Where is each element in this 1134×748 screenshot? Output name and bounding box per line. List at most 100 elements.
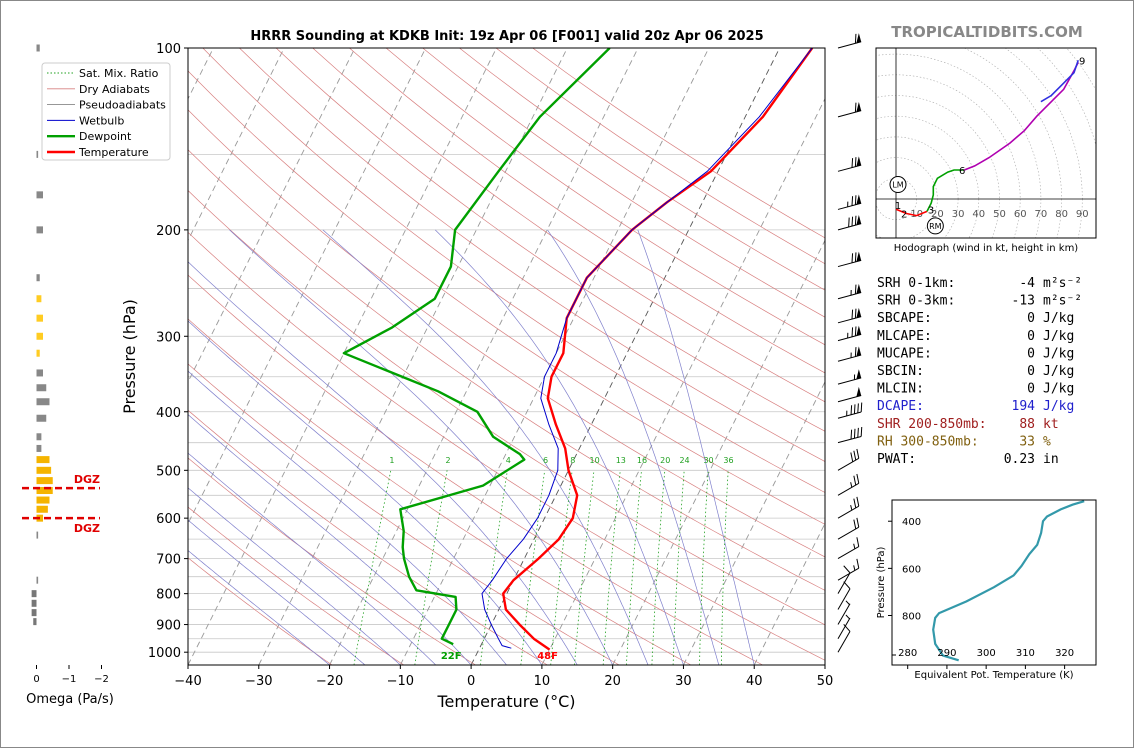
barb-flag [856,194,862,205]
isotherm-line [188,48,356,383]
mixing-ratio-line [414,470,448,665]
surface-temperature-f-label: 48F [537,651,558,662]
dry-adiabat-line [202,48,825,493]
barb-staff [837,457,860,471]
index-label: DCAPE: [877,399,924,414]
dry-adiabat-line [188,274,763,665]
wind-barb [837,517,860,540]
hodo-height-label: 1 [895,201,901,212]
wind-barb [837,448,860,471]
y-tick-label: 800 [156,588,181,603]
mixing-ratio-label: 16 [637,456,647,465]
omega-bar [31,599,37,607]
index-value: 0 [1027,364,1035,379]
wind-barb [837,558,860,581]
index-unit: m²s⁻² [1043,294,1082,309]
wind-barb [837,426,863,444]
freezing-isotherm [470,48,781,665]
barb-full [856,448,860,459]
barb-flag [856,307,862,318]
legend-entry: Wetbulb [79,114,124,127]
theta-e-y-tick-label: 600 [902,564,921,575]
barb-full [857,427,859,438]
index-value: 33 [1019,434,1035,449]
wind-barb [837,402,863,419]
barb-full [851,196,854,206]
isotherm-line [541,97,825,665]
omega-tick-label: 0 [33,674,39,685]
omega-bar [36,444,42,452]
x-tick-label: 30 [675,674,692,689]
hodo-rm-label: RM [929,222,942,231]
hodo-lm-label: LM [892,181,903,190]
pseudoadiabat-line [637,229,755,665]
barb-staff [837,617,851,639]
surface-dewpoint-f-label: 22F [441,651,462,662]
y-tick-label: 200 [156,224,181,239]
index-value: 194 [1012,399,1036,414]
hodo-ring-label: 10 [910,209,923,220]
index-unit: J/kg [1043,311,1074,326]
theta-e-profile [932,500,1085,662]
dry-adiabat-line [349,48,825,374]
legend-entry: Dewpoint [79,130,132,143]
omega-bar [36,505,48,513]
barb-flag [856,325,862,336]
index-label: SBCIN: [877,364,924,379]
hodo-lm-marker [889,176,907,194]
barb-half [853,565,856,571]
pseudoadiabat-line [188,519,366,665]
omega-bar [36,226,43,234]
pseudoadiabat-line [322,229,649,665]
barb-full [851,309,854,320]
y-tick-label: 300 [156,330,181,345]
omega-bar [36,496,50,504]
wind-barb [837,33,862,49]
isotherm-line [188,48,427,525]
barb-full [854,102,857,113]
isotherm-line [188,48,285,242]
barb-full [853,519,857,530]
hodo-height-label: 2 [901,209,907,220]
wind-barb [837,537,860,560]
wind-barb [837,214,862,231]
mixing-ratio-line [520,470,546,665]
x-tick-label: 50 [817,674,834,689]
dry-adiabat-line [188,318,692,665]
index-label: MUCAPE: [877,346,932,361]
mixing-ratio-label: 13 [616,456,626,465]
legend-entry: Dry Adiabats [79,83,150,96]
isotherm-line [612,239,825,665]
dry-adiabat-line [188,506,405,665]
pseudoadiabat-line [188,487,401,665]
x-tick-label: −30 [245,674,272,689]
dry-adiabat-line [188,190,825,626]
barb-full [851,216,854,227]
mixing-ratio-label: 20 [660,456,670,465]
mixing-ratio-label: 30 [703,456,713,465]
wind-barb [837,369,862,385]
index-value: 0 [1027,311,1035,326]
index-label: SHR 200-850mb: [877,417,987,432]
hodo-height-label: 6 [959,166,965,177]
dry-adiabat-line [385,48,825,346]
dgz-label-top: DGZ [74,473,100,486]
dry-adiabat-line [188,409,548,665]
index-value: 0 [1027,346,1035,361]
barb-full [843,623,851,632]
omega-bar [36,433,42,441]
pseudoadiabat-line [547,229,720,665]
dewpoint-profile [342,48,611,646]
isotherm-line [258,48,568,665]
hodo-caption: Hodograph (wind in kt, height in km) [894,243,1079,254]
y-tick-label: 900 [156,619,181,634]
y-tick-label: 700 [156,553,181,568]
barb-flag [856,386,862,397]
barb-full [848,217,850,228]
barb-staff [837,526,860,540]
hodo-inner: 10 20 30 40 50 60 70 80 90 12 3 6 9 LM RM [876,48,1096,238]
omega-bar [36,349,40,357]
x-tick-label: 20 [604,674,621,689]
